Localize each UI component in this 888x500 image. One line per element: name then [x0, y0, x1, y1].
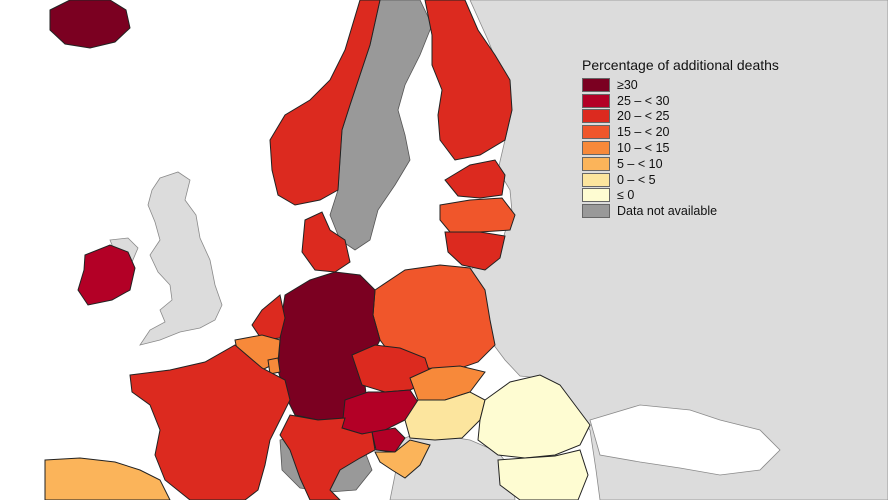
romania — [477, 374, 591, 459]
norway — [269, 0, 381, 206]
legend-label: 15 – < 20 — [617, 125, 670, 140]
latvia — [439, 197, 516, 233]
lithuania — [444, 231, 506, 271]
estonia — [444, 159, 506, 199]
france — [129, 344, 291, 500]
croatia — [374, 439, 431, 479]
legend-item: ≤ 0 — [582, 188, 779, 204]
map-legend: Percentage of additional deaths ≥30 25 – … — [582, 57, 779, 219]
legend-swatch — [582, 188, 610, 203]
legend-label: 5 – < 10 — [617, 156, 663, 171]
legend-label: 25 – < 30 — [617, 93, 670, 108]
legend-label: ≥30 — [617, 77, 638, 92]
legend-item: 20 – < 25 — [582, 109, 779, 125]
legend-item: 0 – < 5 — [582, 172, 779, 188]
legend-swatch — [582, 77, 610, 92]
legend-item: Data not available — [582, 203, 779, 219]
legend-swatch — [582, 172, 610, 187]
black-sea-coast — [589, 404, 781, 476]
legend-item: 5 – < 10 — [582, 156, 779, 172]
legend-label: 20 – < 25 — [617, 109, 670, 124]
legend-item: 25 – < 30 — [582, 93, 779, 109]
legend-label: 10 – < 15 — [617, 141, 670, 156]
legend-swatch — [582, 125, 610, 140]
legend-swatch — [582, 204, 610, 219]
bulgaria — [497, 449, 589, 500]
legend-swatch — [582, 109, 610, 124]
sweden — [329, 0, 433, 251]
legend-item: 10 – < 15 — [582, 140, 779, 156]
ireland — [77, 244, 136, 306]
reporting-countries — [44, 0, 591, 500]
legend-label: ≤ 0 — [617, 188, 635, 203]
legend-items: ≥30 25 – < 30 20 – < 25 15 – < 20 10 – < 15 5… — [582, 77, 779, 219]
legend-swatch — [582, 93, 610, 108]
finland — [424, 0, 513, 161]
iceland — [49, 0, 131, 49]
luxembourg — [267, 357, 281, 375]
legend-title: Percentage of additional deaths — [582, 57, 779, 73]
legend-label: Data not available — [617, 204, 718, 219]
legend-item: 15 – < 20 — [582, 124, 779, 140]
slovenia — [371, 427, 406, 453]
legend-swatch — [582, 156, 610, 171]
legend-label: 0 – < 5 — [617, 172, 656, 187]
italy — [279, 414, 376, 500]
denmark — [301, 211, 351, 273]
netherlands — [251, 294, 286, 341]
legend-swatch — [582, 141, 610, 156]
poland — [372, 264, 496, 371]
spain — [44, 457, 171, 500]
legend-item: ≥30 — [582, 77, 779, 93]
great-britain — [139, 171, 223, 346]
